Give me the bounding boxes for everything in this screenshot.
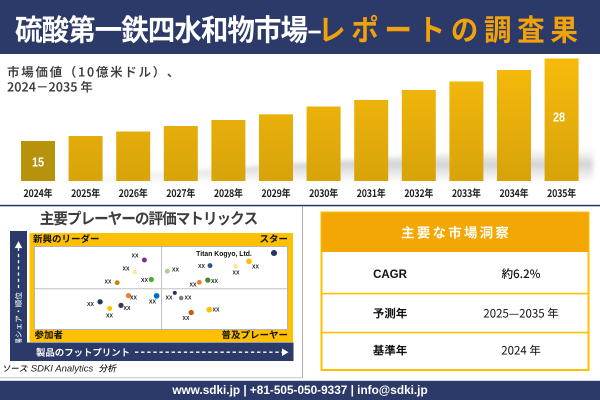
svg-text:XX: XX [166,296,173,302]
svg-text:XX: XX [190,283,197,289]
svg-text:Titan Kogyo, Ltd.: Titan Kogyo, Ltd. [196,248,252,257]
svg-text:XX: XX [211,279,218,285]
svg-text:: SDKI Analytics: : SDKI Analytics [26,364,94,375]
svg-text:XX: XX [141,278,148,284]
svg-text:15: 15 [32,155,44,170]
svg-text:XX: XX [213,308,220,314]
svg-text:XX: XX [123,267,130,273]
svg-text:XX: XX [132,254,139,260]
svg-text:XX: XX [252,265,259,271]
svg-text:XX: XX [130,296,137,302]
svg-text:XX: XX [183,316,190,322]
svg-text:XX: XX [233,271,240,277]
svg-text:CAGR: CAGR [373,269,408,281]
svg-text:XX: XX [149,300,156,306]
svg-text:XX: XX [172,268,179,274]
svg-text:XX: XX [105,280,112,286]
svg-text:www.sdki.jp | +81-505-050-9337: www.sdki.jp | +81-505-050-9337 | info@sd… [171,383,427,397]
svg-text:28: 28 [553,110,565,125]
svg-text:XX: XX [124,306,131,312]
svg-text:XX: XX [106,314,113,320]
svg-text:XX: XX [185,296,192,302]
svg-text:XX: XX [87,302,94,308]
svg-text:XX: XX [198,264,205,270]
